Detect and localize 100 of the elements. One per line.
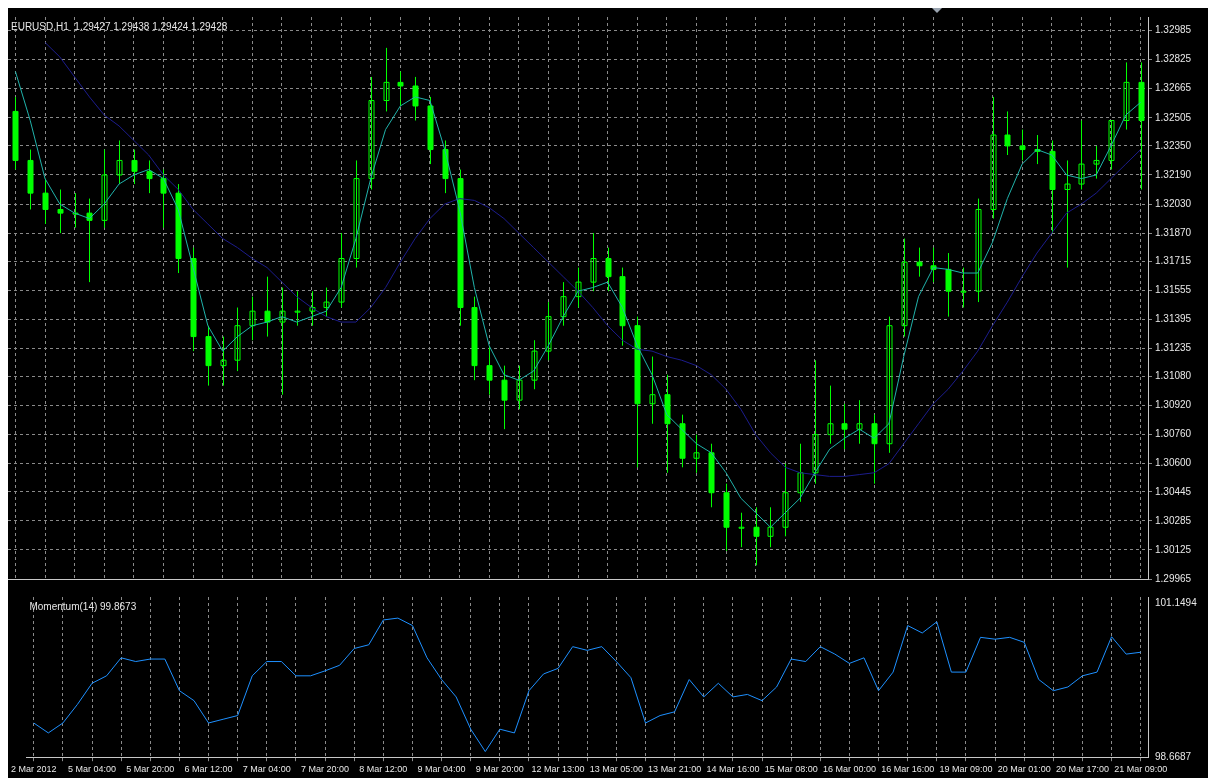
candlestick <box>812 359 819 485</box>
x-tick-label: 2 Mar 2012 <box>11 764 57 775</box>
candlestick <box>294 290 301 327</box>
candlestick <box>693 434 700 474</box>
candlestick <box>160 169 167 229</box>
candlestick <box>797 443 804 503</box>
x-tick-label: 19 Mar 09:00 <box>939 764 993 775</box>
x-tick-label: 20 Mar 01:00 <box>997 764 1051 775</box>
x-tick-label: 5 Mar 20:00 <box>126 764 175 775</box>
candlestick <box>264 276 271 338</box>
candlestick <box>323 287 330 318</box>
y-tick-label: 1.31870 <box>1155 226 1192 238</box>
candlestick <box>57 189 64 234</box>
y-tick-label: 1.32985 <box>1155 24 1192 36</box>
candlestick <box>1093 145 1100 180</box>
candlestick <box>220 336 227 387</box>
y-tick-label: 1.30445 <box>1155 485 1192 497</box>
candlestick <box>353 159 360 269</box>
candlestick <box>86 198 93 283</box>
x-tick-label: 13 Mar 05:00 <box>589 764 643 775</box>
candlestick <box>309 290 316 327</box>
x-tick-label: 16 Mar 16:00 <box>881 764 935 775</box>
candlestick <box>575 267 582 309</box>
chart-title: EURUSD,H1 1.29427 1.29438 1.29424 1.29428 <box>11 20 228 32</box>
candlestick <box>738 512 745 548</box>
candlestick <box>753 506 760 566</box>
candlestick <box>116 139 123 185</box>
y-tick-label: 1.32350 <box>1155 139 1192 151</box>
candlestick <box>590 232 597 292</box>
y-tick-label: 1.31395 <box>1155 313 1192 325</box>
candlestick <box>545 301 552 361</box>
x-tick-label: 13 Mar 21:00 <box>648 764 702 775</box>
x-tick-label: 6 Mar 12:00 <box>184 764 233 775</box>
x-tick-label: 5 Mar 04:00 <box>68 764 117 775</box>
candlestick <box>42 178 49 225</box>
candlestick <box>945 252 952 318</box>
candlestick <box>916 247 923 278</box>
candlestick <box>856 399 863 445</box>
y-tick-label: 1.30285 <box>1155 514 1192 526</box>
x-tick-label: 15 Mar 08:00 <box>764 764 818 775</box>
candlestick <box>767 506 774 548</box>
x-tick-label: 9 Mar 04:00 <box>417 764 466 775</box>
y-tick-label: 1.31555 <box>1155 284 1192 296</box>
candlestick <box>338 232 345 309</box>
y-tick-label: 1.29965 <box>1155 572 1192 584</box>
y-tick-label: 1.31080 <box>1155 370 1192 382</box>
x-tick-label: 14 Mar 16:00 <box>706 764 760 775</box>
x-tick-label: 9 Mar 20:00 <box>475 764 524 775</box>
y-tick-label: 98.6687 <box>1155 750 1192 762</box>
x-tick-label: 7 Mar 04:00 <box>242 764 291 775</box>
y-tick-label: 1.32825 <box>1155 53 1192 65</box>
x-tick-label: 21 Mar 09:00 <box>1114 764 1168 775</box>
candlestick <box>990 96 997 220</box>
candlestick <box>72 192 79 229</box>
candlestick <box>1004 110 1011 156</box>
y-tick-label: 1.31715 <box>1155 254 1192 266</box>
y-tick-label: 1.32665 <box>1155 82 1192 94</box>
candlestick <box>1123 61 1130 131</box>
candlestick <box>412 76 419 121</box>
candlestick <box>782 463 789 537</box>
candlestick <box>531 339 538 390</box>
y-tick-label: 101.1494 <box>1155 596 1198 608</box>
candlestick <box>560 281 567 327</box>
candlestick <box>486 345 493 396</box>
candlestick <box>501 365 508 430</box>
candlestick <box>975 198 982 303</box>
y-tick-label: 1.32030 <box>1155 197 1192 209</box>
candlestick <box>960 267 967 309</box>
chart-title: Momentum(14) 99.8673 <box>29 600 137 612</box>
candlestick <box>101 149 108 229</box>
candlestick <box>146 159 153 194</box>
candlestick <box>279 287 286 396</box>
candlestick <box>827 385 834 445</box>
candlestick <box>397 70 404 107</box>
candlestick <box>1019 129 1026 161</box>
x-tick-label: 12 Mar 13:00 <box>531 764 585 775</box>
y-tick-label: 1.32505 <box>1155 111 1192 123</box>
candlestick <box>605 247 612 292</box>
candlestick <box>871 414 878 485</box>
candlestick <box>234 307 241 372</box>
candlestick <box>516 365 523 410</box>
y-tick-label: 1.30125 <box>1155 543 1192 555</box>
candlestick <box>1064 159 1071 269</box>
candlestick <box>249 296 256 341</box>
candlestick <box>901 238 908 338</box>
candlestick <box>368 76 375 190</box>
y-tick-label: 1.31235 <box>1155 342 1192 354</box>
candlestick <box>1078 120 1085 190</box>
y-tick-label: 1.30600 <box>1155 457 1192 469</box>
y-tick-label: 1.30920 <box>1155 399 1192 411</box>
candlestick <box>649 356 656 425</box>
candlestick <box>841 403 848 450</box>
candlestick <box>383 47 390 112</box>
x-tick-label: 8 Mar 12:00 <box>359 764 408 775</box>
x-tick-label: 20 Mar 17:00 <box>1055 764 1109 775</box>
candlestick <box>131 149 138 185</box>
candlestick <box>1108 120 1115 171</box>
y-tick-label: 1.30760 <box>1155 428 1192 440</box>
x-tick-label: 16 Mar 00:00 <box>822 764 876 775</box>
y-tick-label: 1.32190 <box>1155 168 1192 180</box>
